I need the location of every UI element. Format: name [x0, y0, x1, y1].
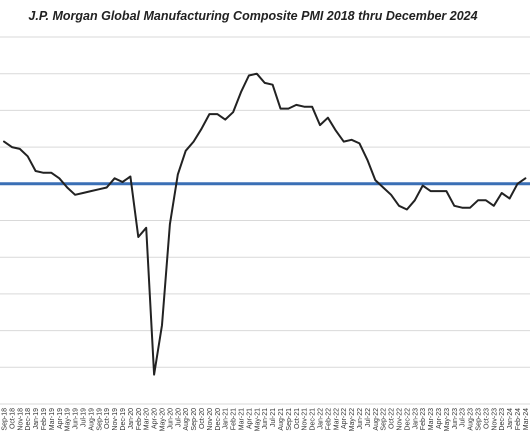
x-tick-label: Dec-20	[215, 408, 222, 431]
x-tick-label: Apr-21	[246, 408, 253, 429]
x-tick-label: Nov-19	[112, 408, 119, 431]
x-tick-label: Jun-21	[262, 408, 269, 430]
x-tick-label: May-22	[349, 408, 356, 431]
x-tick-label: Jul-22	[365, 408, 372, 427]
chart-title: J.P. Morgan Global Manufacturing Composi…	[28, 9, 477, 23]
x-tick-label: Nov-23	[491, 408, 498, 431]
x-tick-label: Dec-21	[310, 408, 317, 431]
x-tick-label: Jun-22	[357, 408, 364, 430]
x-tick-label: Sep-20	[191, 408, 198, 431]
x-tick-label: Apr-23	[436, 408, 443, 429]
x-tick-label: Mar-22	[333, 408, 340, 430]
x-tick-label: Mar-23	[428, 408, 435, 430]
x-tick-label: Mar-24	[523, 408, 530, 430]
x-tick-label: Jun-23	[452, 408, 459, 430]
gridlines	[0, 37, 530, 404]
x-tick-label: Feb-23	[420, 408, 427, 430]
x-tick-label: Mar-21	[239, 408, 246, 430]
series-line-0	[4, 74, 525, 375]
x-tick-label: May-23	[444, 408, 451, 431]
x-tick-label: Oct-20	[199, 408, 206, 429]
x-tick-label: Oct-22	[389, 408, 396, 429]
x-tick-label: Sep-22	[381, 408, 388, 431]
x-tick-label: Mar-20	[144, 408, 151, 430]
x-tick-label: Feb-22	[325, 408, 332, 430]
x-tick-label: Jul-21	[270, 408, 277, 427]
x-tick-label: Oct-18	[9, 408, 16, 429]
x-tick-label: Apr-22	[341, 408, 348, 429]
x-tick-label: May-21	[254, 408, 261, 431]
x-tick-label: Nov-21	[302, 408, 309, 431]
x-tick-label: Aug-22	[373, 408, 380, 431]
x-tick-label: Nov-22	[397, 408, 404, 431]
x-tick-label: Jan-23	[412, 408, 419, 430]
x-tick-label: Apr-19	[57, 408, 64, 429]
x-tick-label: Jun-20	[167, 408, 174, 430]
x-tick-label: May-20	[160, 408, 167, 431]
x-tick-label: Jan-21	[223, 408, 230, 430]
x-tick-label: Sep-18	[2, 408, 9, 431]
x-tick-label: Dec-23	[499, 408, 506, 431]
x-tick-label: Aug-23	[468, 408, 475, 431]
x-tick-label: Dec-19	[120, 408, 127, 431]
x-tick-label: Sep-21	[286, 408, 293, 431]
x-tick-label: Mar-19	[49, 408, 56, 430]
x-tick-label: Jan-19	[33, 408, 40, 430]
x-tick-label: Dec-18	[25, 408, 32, 431]
x-tick-label: Jan-22	[318, 408, 325, 430]
x-tick-label: Nov-20	[207, 408, 214, 431]
x-tick-label: Jan-20	[128, 408, 135, 430]
x-tick-label: Aug-20	[183, 408, 190, 431]
x-tick-label: Apr-20	[152, 408, 159, 429]
x-tick-label: Aug-19	[88, 408, 95, 431]
x-tick-label: Jul-23	[460, 408, 467, 427]
x-tick-label: Sep-19	[96, 408, 103, 431]
x-tick-label: Jul-19	[81, 408, 88, 427]
x-tick-label: Jul-20	[175, 408, 182, 427]
x-tick-label: Jan-24	[507, 408, 514, 430]
x-tick-label: Oct-21	[294, 408, 301, 429]
x-tick-label: May-19	[65, 408, 72, 431]
x-tick-label: Aug-21	[278, 408, 285, 431]
series-group	[4, 74, 525, 375]
x-tick-label: Feb-24	[515, 408, 522, 430]
x-tick-label: Jun-19	[73, 408, 80, 430]
x-tick-label: Feb-20	[136, 408, 143, 430]
x-tick-label: Oct-23	[483, 408, 490, 429]
x-tick-label: Dec-22	[404, 408, 411, 431]
x-tick-label: Oct-19	[104, 408, 111, 429]
x-tick-label: Feb-19	[41, 408, 48, 430]
x-tick-label: Nov-18	[17, 408, 24, 431]
x-tick-label: Sep-23	[476, 408, 483, 431]
x-tick-label: Feb-21	[231, 408, 238, 430]
